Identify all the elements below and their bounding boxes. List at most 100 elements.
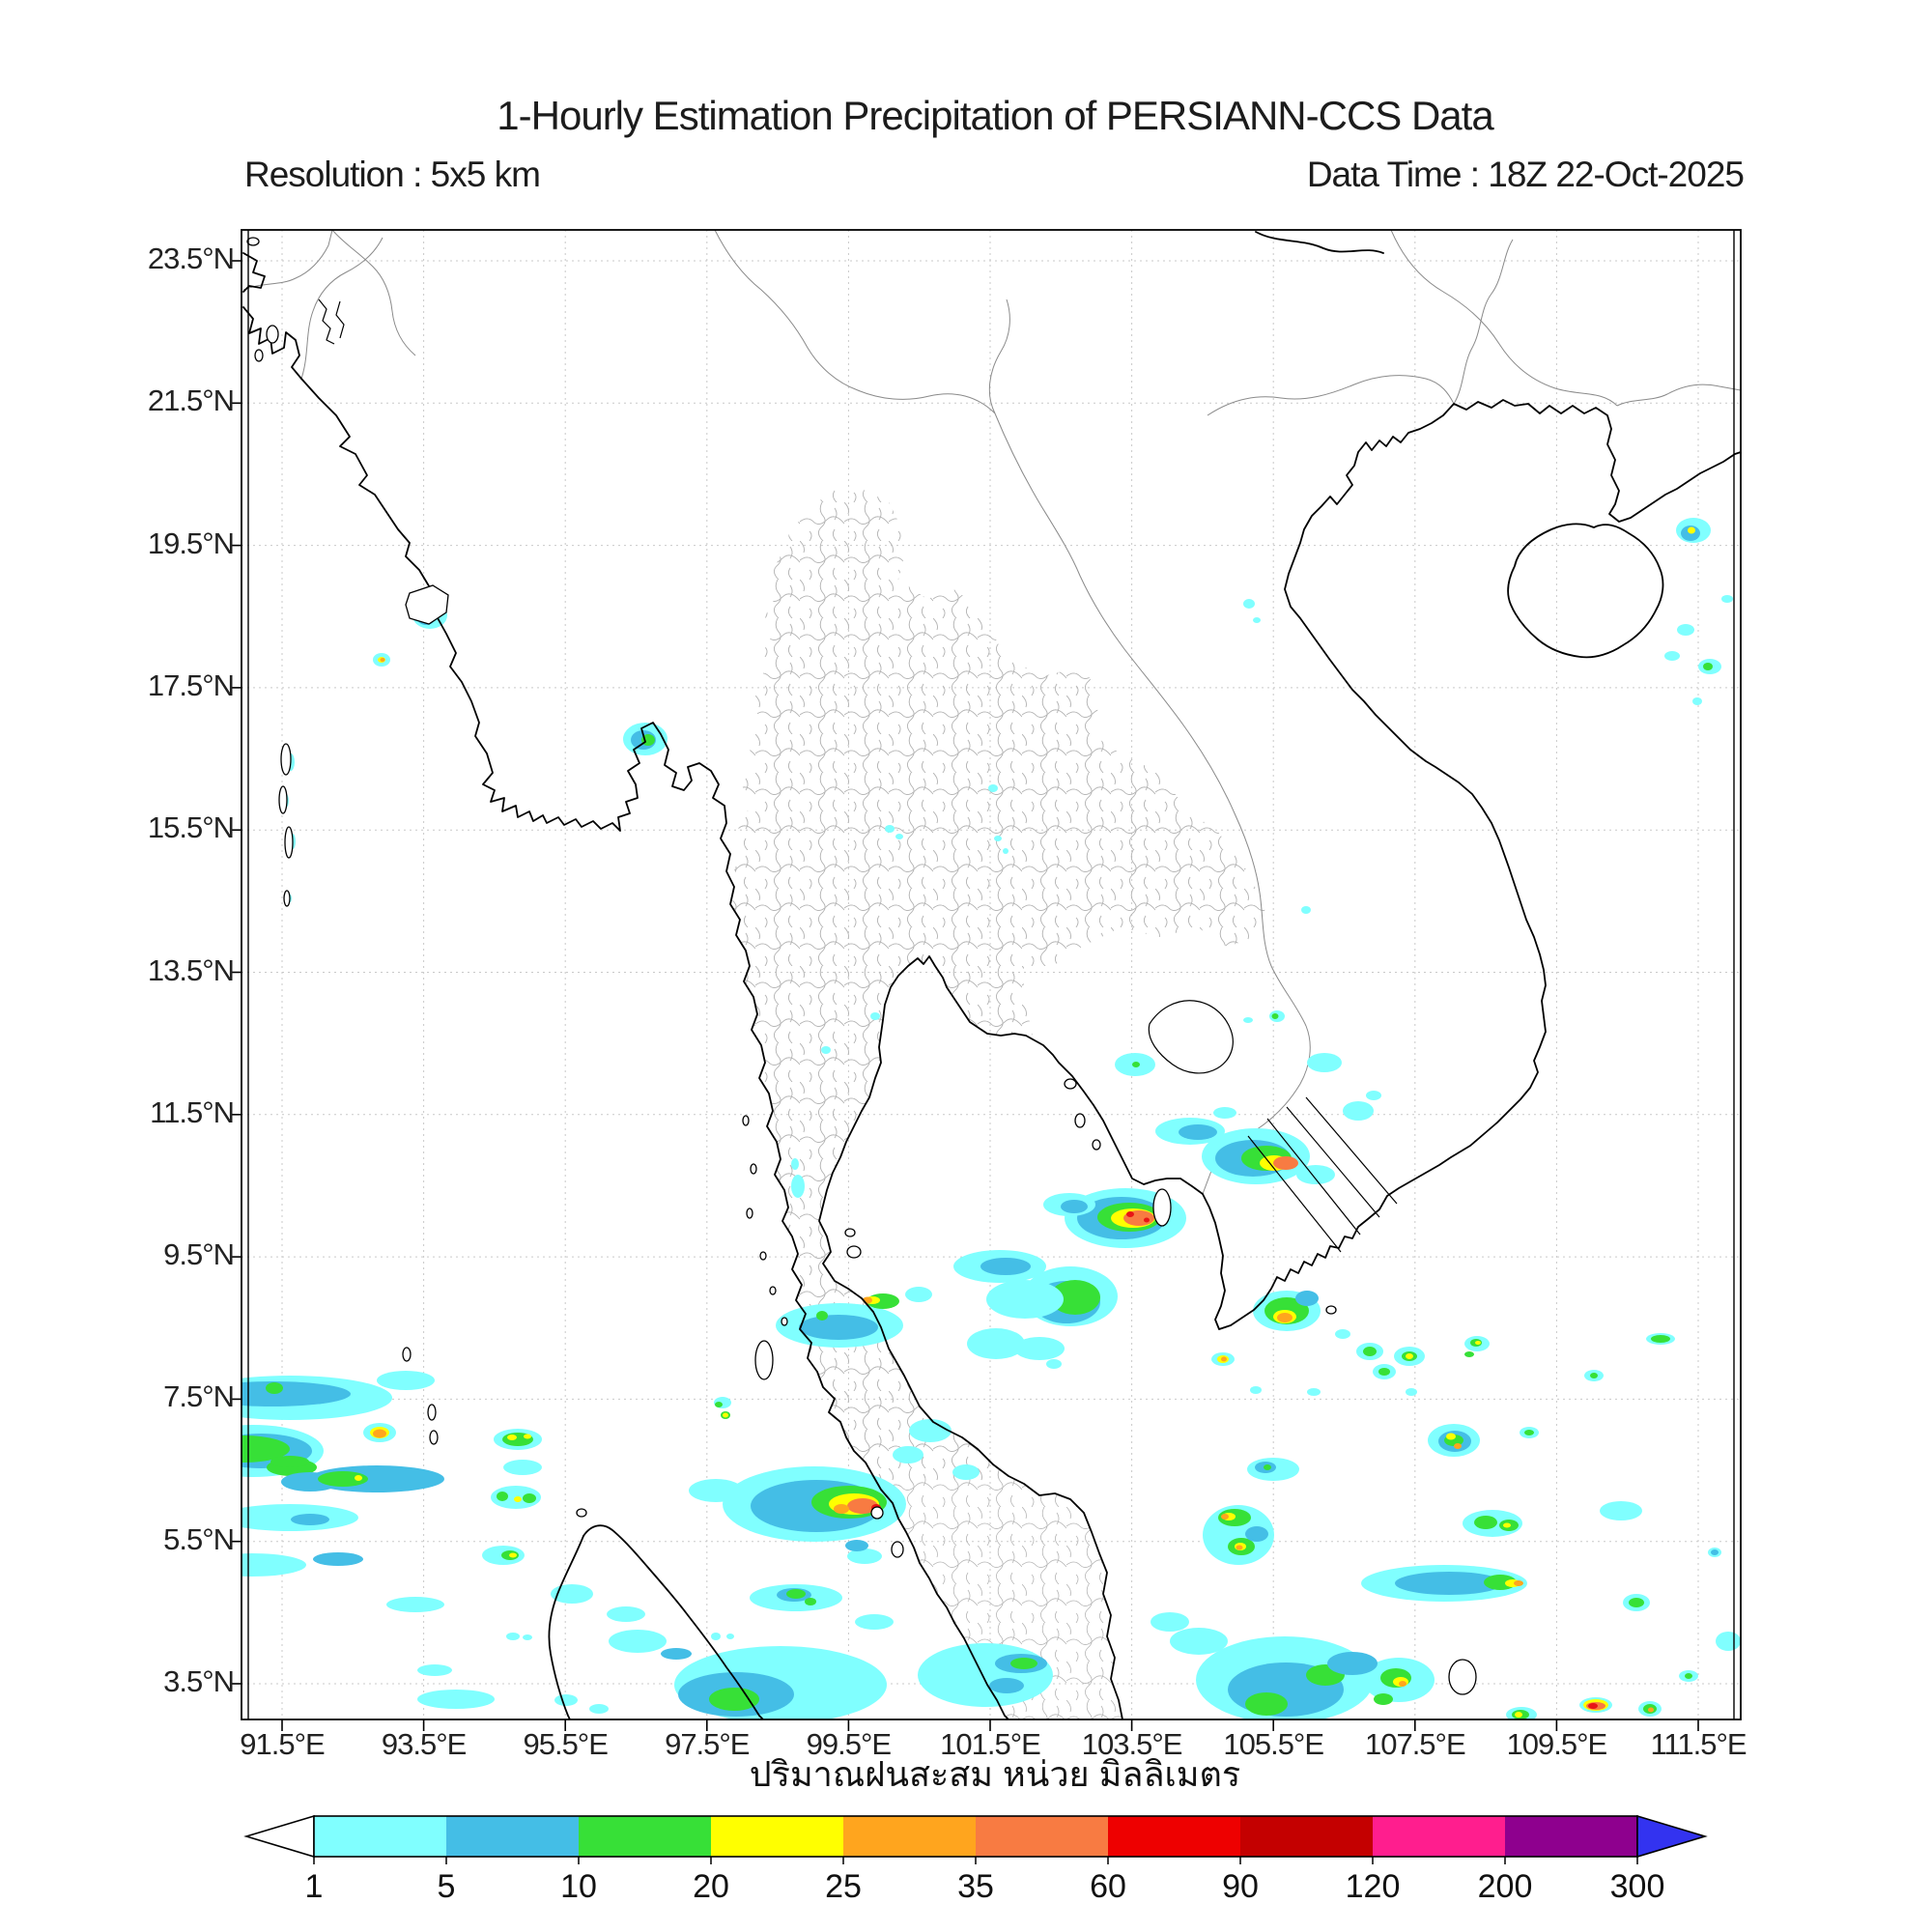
- rain-cell: [986, 1280, 1064, 1319]
- coastline-path: [870, 1506, 884, 1520]
- coastline-path: [266, 325, 279, 344]
- coastline-path: [1247, 1096, 1398, 1253]
- lon-tick-label: 101.5°E: [940, 1727, 1041, 1761]
- rain-cell: [1600, 1501, 1642, 1520]
- rain-cell: [523, 1493, 536, 1503]
- rain-cell: [816, 1311, 828, 1321]
- country-border-line: [1453, 239, 1514, 405]
- coastline-path: [1507, 523, 1664, 659]
- rain-cell: [1685, 1673, 1692, 1679]
- coastline-path: [318, 298, 345, 345]
- rain-cell: [514, 1496, 522, 1502]
- coastline-path: [405, 584, 449, 625]
- rain-cell: [689, 1479, 743, 1502]
- rain-cell: [994, 836, 1002, 841]
- rain-cell: [1144, 1217, 1150, 1223]
- coastline-path: [429, 1430, 439, 1445]
- rain-cell: [1213, 1107, 1236, 1119]
- colorbar-segment: [1373, 1816, 1505, 1857]
- coastline-path: [242, 306, 302, 380]
- lon-tick-label: 109.5°E: [1506, 1727, 1608, 1761]
- rain-cell: [1515, 1712, 1522, 1718]
- rain-cell: [870, 1012, 880, 1020]
- colorbar-tick-label: 60: [1090, 1868, 1126, 1905]
- rain-cell: [1406, 1388, 1417, 1396]
- colorbar-tick-label: 35: [957, 1868, 994, 1905]
- data-time-label: Data Time : 18Z 22-Oct-2025: [1306, 155, 1745, 194]
- rain-cell: [845, 1540, 868, 1551]
- rain-cell: [313, 1552, 363, 1566]
- rain-cell: [506, 1633, 520, 1640]
- country-border-line: [1616, 384, 1741, 407]
- rain-cell: [507, 1435, 517, 1440]
- rain-cell: [1475, 1341, 1481, 1345]
- colorbar-segment: [1240, 1816, 1373, 1857]
- rain-cell: [1307, 1053, 1342, 1072]
- rain-cell: [1366, 1091, 1381, 1100]
- rain-cell: [1050, 1280, 1100, 1315]
- rain-cell: [821, 1046, 831, 1054]
- rain-cell: [1588, 1703, 1598, 1709]
- rain-cell: [503, 1460, 542, 1475]
- rain-cell: [1648, 1707, 1654, 1713]
- country-borders: [242, 230, 1741, 1195]
- rain-cell: [834, 1504, 849, 1514]
- coastline-path: [582, 1524, 764, 1719]
- coastline-path: [246, 237, 260, 246]
- coastline-path: [1074, 1113, 1086, 1128]
- rain-cell: [551, 1584, 593, 1604]
- coastline-path: [548, 1535, 584, 1719]
- coastline-path: [284, 826, 294, 859]
- rain-cell: [791, 1158, 799, 1170]
- lat-tick-label: 5.5°N: [163, 1521, 235, 1556]
- lat-tick-label: 17.5°N: [147, 668, 235, 702]
- coastline-path: [283, 890, 291, 907]
- rain-cell: [1307, 1388, 1321, 1396]
- country-border-line: [714, 230, 996, 414]
- colorbar-segment: [314, 1816, 446, 1857]
- coastline-path: [754, 1340, 774, 1380]
- rain-cell: [1243, 599, 1255, 609]
- lon-tick-label: 103.5°E: [1081, 1727, 1183, 1761]
- colorbar-segment: [976, 1816, 1108, 1857]
- rain-cell: [1399, 1681, 1406, 1687]
- rain-cell: [786, 1589, 806, 1599]
- rain-cell: [989, 1678, 1024, 1693]
- coastline-path: [759, 1251, 767, 1261]
- rain-cell: [291, 1514, 329, 1525]
- rain-cell: [1651, 1335, 1670, 1343]
- rain-cell: [1395, 1572, 1503, 1595]
- rain-cell: [609, 1630, 667, 1653]
- rain-cell: [1363, 1347, 1377, 1356]
- rain-cell: [791, 1175, 805, 1198]
- rain-cell: [980, 1258, 1031, 1275]
- rain-cell: [1406, 1353, 1413, 1359]
- coastline-path: [742, 1115, 750, 1126]
- rain-cell: [1503, 1522, 1511, 1528]
- lon-tick-label: 91.5°E: [240, 1727, 325, 1761]
- rain-cell: [885, 825, 895, 833]
- colorbar-segment: [579, 1816, 711, 1857]
- lon-tick-label: 107.5°E: [1364, 1727, 1466, 1761]
- lat-tick-label: 11.5°N: [150, 1094, 235, 1129]
- rain-cell: [711, 1633, 721, 1640]
- rain-cell: [1688, 526, 1695, 534]
- lat-tick-label: 13.5°N: [147, 952, 235, 987]
- rain-cell: [1335, 1329, 1350, 1339]
- rain-cell: [1010, 1658, 1037, 1669]
- rain-cell: [1132, 1062, 1140, 1067]
- rain-cell: [589, 1704, 609, 1714]
- coastlines: [242, 231, 1741, 1719]
- rain-cell: [1245, 1692, 1288, 1716]
- resolution-label: Resolution : 5x5 km: [244, 155, 541, 194]
- rain-cell: [1464, 1351, 1474, 1357]
- rain-cell: [1264, 1464, 1271, 1470]
- rain-cell: [847, 1498, 878, 1514]
- rain-cell: [1221, 1356, 1227, 1362]
- colorbar-tick-label: 200: [1478, 1868, 1533, 1905]
- colorbar-segment: [843, 1816, 976, 1857]
- lat-tick-label: 15.5°N: [147, 810, 235, 845]
- rain-cell: [1273, 1156, 1298, 1170]
- province-district-mesh: [730, 483, 1265, 1719]
